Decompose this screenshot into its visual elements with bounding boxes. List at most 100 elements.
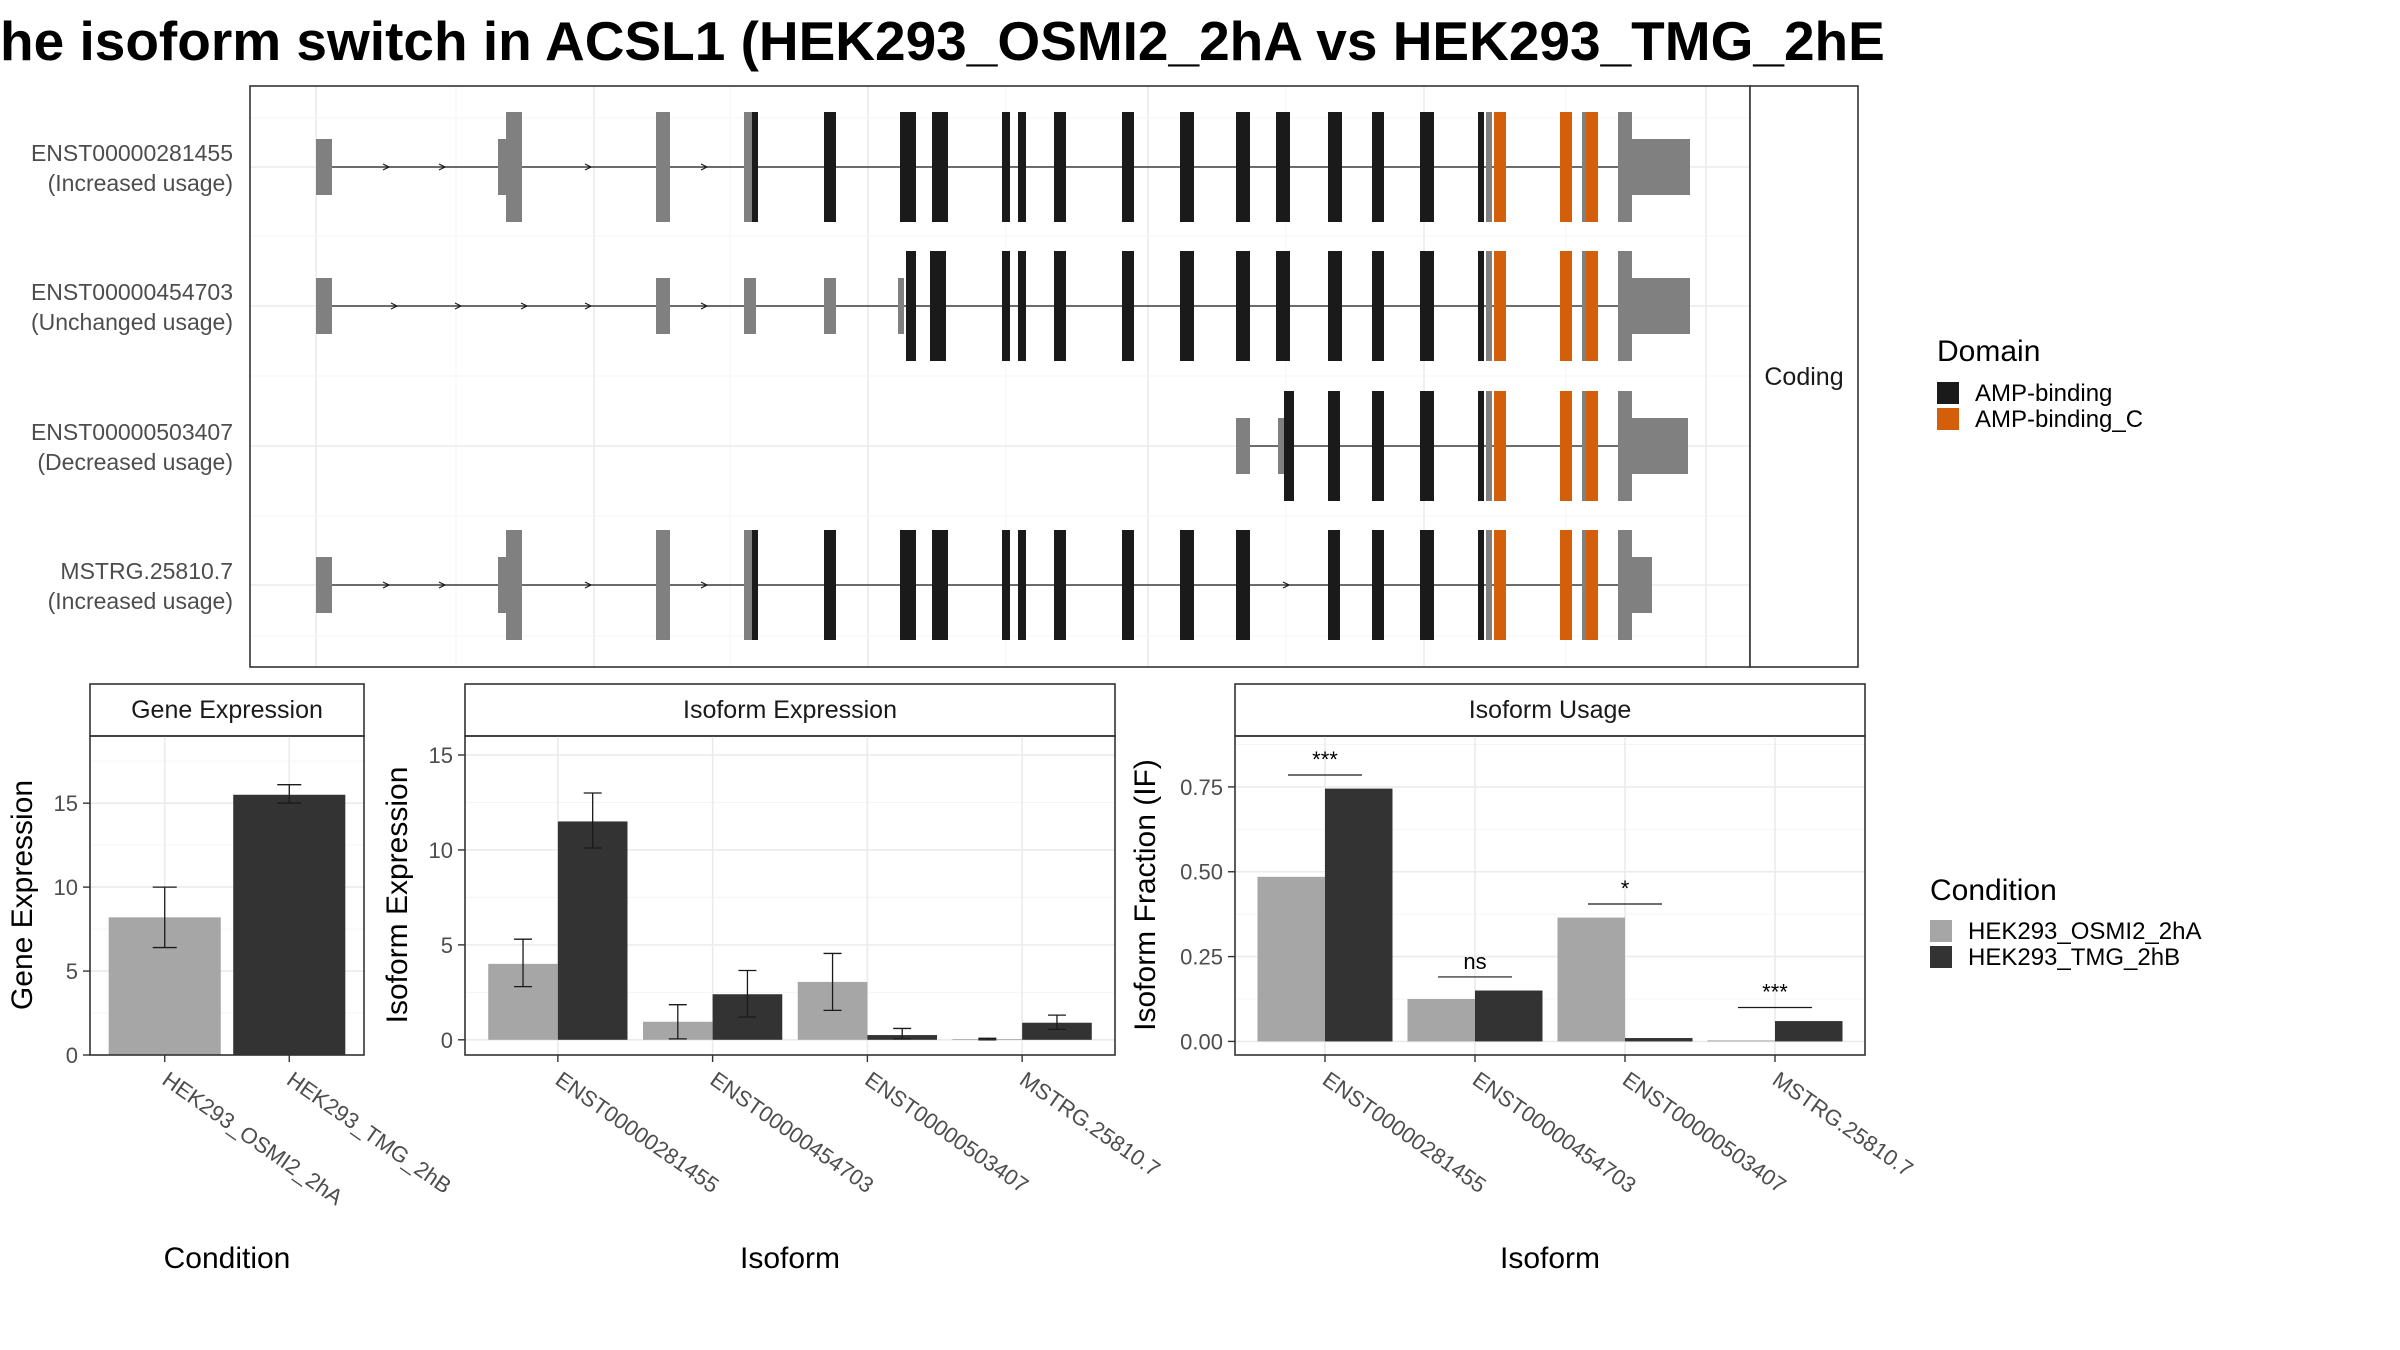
y-tick-label: 0.25 — [1180, 945, 1223, 970]
coding-facet-strip — [1749, 85, 1859, 668]
amp-binding-exon — [1328, 112, 1342, 222]
y-tick-label: 15 — [54, 791, 78, 816]
y-tick-label: 5 — [441, 933, 453, 958]
amp-binding-exon — [1002, 530, 1010, 640]
exon — [656, 278, 670, 334]
exon — [744, 278, 756, 334]
error-bar — [1047, 1014, 1066, 1031]
amp-binding-key — [1937, 382, 1959, 404]
transcript-row-enst00000503407 — [1236, 391, 1688, 501]
strand-arrow — [382, 581, 391, 589]
exon — [1486, 530, 1492, 640]
bar-hek293-tmg-2hb-mstrg-25810-7 — [1022, 1022, 1092, 1040]
error-bar — [277, 784, 302, 804]
condition-b-legend-label: HEK293_TMG_2hB — [1968, 944, 2180, 971]
transcript-status-label: (Decreased usage) — [37, 449, 233, 475]
exon — [898, 278, 904, 334]
exon — [1582, 251, 1586, 361]
condition-legend: Condition HEK293_OSMI2_2hA HEK293_TMG_2h… — [1930, 874, 2201, 971]
error-bar — [823, 952, 842, 1012]
transcript-id-label: ENST00000454703 — [31, 279, 233, 305]
transcript-row-enst00000454703 — [316, 251, 1690, 361]
exon — [316, 278, 332, 334]
amp-binding-c-exon — [1560, 251, 1572, 361]
x-tick-label-enst00000281455: ENST00000281455 — [551, 1067, 724, 1198]
amp-binding-c-exon — [1586, 251, 1598, 361]
y-tick-label: 0.75 — [1180, 775, 1223, 800]
amp-binding-exon — [1420, 530, 1434, 640]
significance-label: *** — [1762, 979, 1788, 1004]
y-tick-label: 0.50 — [1180, 860, 1223, 885]
bar-hek293-tmg-2hb-enst00000281455 — [1325, 788, 1393, 1042]
exon — [1486, 391, 1492, 501]
exon — [1632, 278, 1690, 334]
strand-arrow — [1282, 581, 1291, 589]
amp-binding-exon — [1018, 530, 1026, 640]
strand-arrow — [700, 302, 709, 310]
amp-binding-exon — [1054, 112, 1066, 222]
isoform-expression-strip — [464, 683, 1116, 737]
bar-hek293-tmg-2hb-mstrg-25810-7 — [1775, 1021, 1843, 1042]
transcript-status-label: (Increased usage) — [48, 170, 233, 196]
amp-binding-exon — [1420, 112, 1434, 222]
exon — [498, 557, 508, 613]
error-bar — [738, 969, 757, 1018]
strand-arrow — [382, 163, 391, 171]
amp-binding-exon — [1372, 112, 1384, 222]
amp-binding-exon — [1284, 391, 1294, 501]
amp-binding-c-key — [1937, 408, 1959, 430]
transcript-id-label: ENST00000281455 — [31, 140, 233, 166]
y-tick-label: 0 — [441, 1028, 453, 1053]
amp-binding-c-exon — [1494, 112, 1506, 222]
gene-expression-strip-label: Gene Expression — [131, 696, 323, 724]
exon — [1618, 391, 1632, 501]
amp-binding-c-exon — [1494, 251, 1506, 361]
exon — [744, 530, 754, 640]
exon — [744, 112, 754, 222]
amp-binding-exon — [1276, 112, 1290, 222]
error-bar — [893, 1027, 912, 1040]
amp-binding-exon — [1478, 391, 1484, 501]
amp-binding-exon — [1478, 112, 1484, 222]
significance-label: ns — [1463, 949, 1486, 974]
amp-binding-exon — [752, 530, 758, 640]
amp-binding-exon — [1122, 530, 1134, 640]
strand-arrow — [584, 302, 593, 310]
transcript-row-enst00000281455 — [316, 112, 1690, 222]
amp-binding-exon — [932, 530, 948, 640]
coding-facet-label: Coding — [1764, 363, 1843, 391]
isoform-usage-panel: Isoform Usage 0.00 0.25 0.50 0.75 ENST000002… — [1129, 683, 1918, 1275]
isoform-usage-strip-label: Isoform Usage — [1469, 696, 1632, 724]
amp-binding-exon — [1372, 251, 1384, 361]
figure-title: he isoform switch in ACSL1 (HEK293_OSMI2… — [0, 10, 1885, 72]
transcript-structure-panel: Coding ENST00000281455 (Increased usage) E… — [31, 85, 1859, 668]
isoform-usage-y-title: Isoform Fraction (IF) — [1129, 759, 1162, 1031]
strand-arrow — [520, 302, 529, 310]
exon — [1236, 418, 1250, 474]
amp-binding-c-exon — [1560, 391, 1572, 501]
amp-binding-exon — [1478, 530, 1484, 640]
exon — [1582, 112, 1586, 222]
y-tick-label: 0.00 — [1180, 1029, 1223, 1054]
exon — [506, 530, 522, 640]
amp-binding-exon — [1372, 391, 1384, 501]
amp-binding-exon — [1372, 530, 1384, 640]
isoform-expression-strip-label: Isoform Expression — [683, 696, 897, 724]
amp-binding-c-legend-label: AMP-binding_C — [1975, 406, 2143, 433]
amp-binding-exon — [932, 112, 948, 222]
gene-expression-y-title: Gene Expression — [6, 780, 39, 1010]
exon — [1582, 530, 1586, 640]
bar-hek293-osmi2-2ha-mstrg-25810-7 — [1707, 1040, 1775, 1042]
amp-binding-exon — [1236, 251, 1250, 361]
exon — [1632, 557, 1652, 613]
amp-binding-exon — [1236, 112, 1250, 222]
x-tick-label-mstrg-25810-7: MSTRG.25810.7 — [1768, 1067, 1918, 1182]
amp-binding-exon — [1002, 112, 1010, 222]
amp-binding-exon — [1018, 251, 1026, 361]
transcript-row-mstrg-25810-7 — [316, 530, 1652, 640]
error-bar — [583, 792, 602, 849]
amp-binding-legend-label: AMP-binding — [1975, 380, 2112, 407]
strand-arrow — [584, 163, 593, 171]
domain-legend: Domain AMP-binding AMP-binding_C — [1937, 335, 2143, 433]
